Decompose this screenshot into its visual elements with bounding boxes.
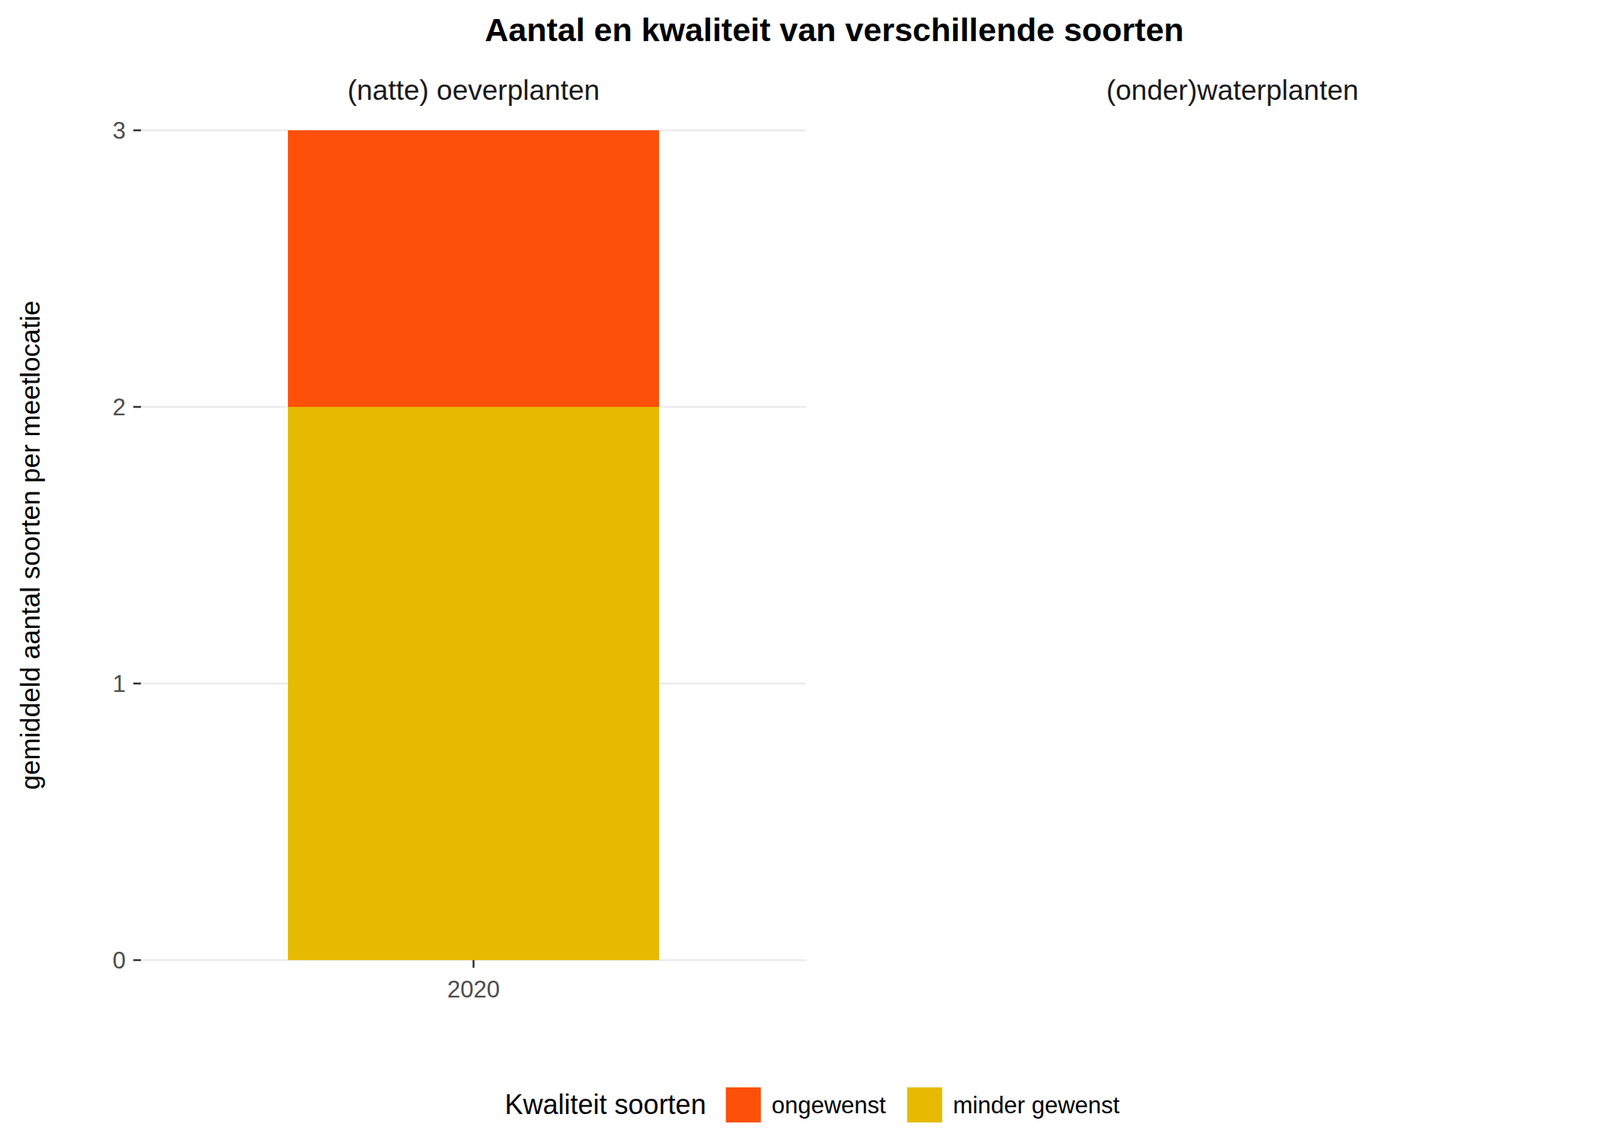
tick-mark bbox=[133, 959, 141, 962]
title: Aantal en kwaliteit van verschillende so… bbox=[484, 11, 1184, 48]
tick-mark bbox=[133, 682, 141, 685]
bars bbox=[288, 130, 660, 960]
tick-label: 1 bbox=[112, 670, 126, 698]
legend-label: minder gewenst bbox=[953, 1091, 1120, 1119]
tick-mark bbox=[133, 129, 141, 132]
tick-label: 0 bbox=[112, 947, 126, 974]
legend-label: ongewenst bbox=[771, 1091, 887, 1119]
legend-swatch bbox=[907, 1087, 943, 1123]
legend: Kwaliteit soorten ongewenst minder gewenst bbox=[505, 1087, 1120, 1123]
legend-title: Kwaliteit soorten bbox=[505, 1088, 707, 1120]
facet-title: (natte) oeverplanten bbox=[347, 74, 600, 106]
bar bbox=[288, 130, 660, 407]
tick-label: 3 bbox=[112, 117, 126, 144]
tick-mark bbox=[133, 406, 141, 409]
y-axis-label: gemiddeld aantal soorten per meetlocatie bbox=[15, 300, 45, 790]
x-tick-mark bbox=[472, 960, 475, 968]
chart: Aantal en kwaliteit van verschillende so… bbox=[0, 0, 1600, 1143]
bar bbox=[288, 406, 660, 960]
x-tick-label: 2020 bbox=[447, 976, 500, 1003]
legend-swatch bbox=[726, 1087, 762, 1123]
facet-title: (onder)waterplanten bbox=[1106, 74, 1359, 106]
tick-label: 2 bbox=[112, 393, 126, 421]
